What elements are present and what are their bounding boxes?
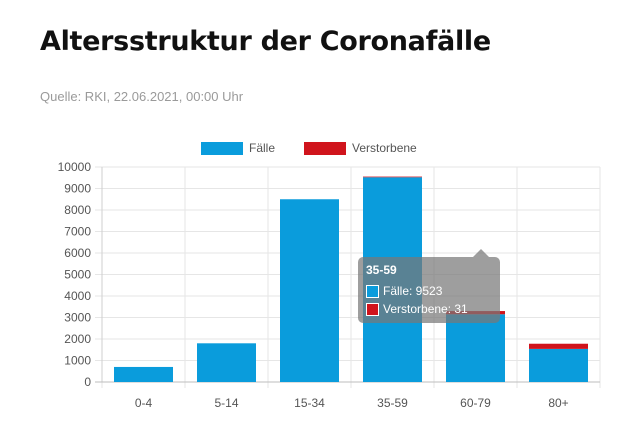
y-tick-label: 9000 bbox=[64, 182, 91, 196]
tooltip-swatch-faelle bbox=[366, 285, 379, 298]
tooltip-caret bbox=[473, 249, 489, 257]
tooltip: 35-59 Fälle: 9523 Verstorbene: 31 bbox=[358, 257, 500, 323]
y-tick-label: 3000 bbox=[64, 311, 91, 325]
bar-faelle-5-14[interactable] bbox=[197, 343, 256, 382]
y-tick-label: 0 bbox=[84, 375, 91, 389]
legend: Fälle Verstorbene bbox=[0, 140, 640, 158]
bar-faelle-15-34[interactable] bbox=[280, 199, 339, 382]
tooltip-text-verstorbene: Verstorbene: 31 bbox=[383, 302, 468, 316]
tooltip-swatch-verstorbene bbox=[366, 303, 379, 316]
y-tick-label: 5000 bbox=[64, 268, 91, 282]
x-tick-label: 15-34 bbox=[294, 396, 325, 410]
x-tick-label: 0-4 bbox=[135, 396, 153, 410]
legend-swatch-verstorbene bbox=[304, 142, 346, 155]
y-tick-label: 1000 bbox=[64, 354, 91, 368]
y-tick-label: 8000 bbox=[64, 203, 91, 217]
source-note: Quelle: RKI, 22.06.2021, 00:00 Uhr bbox=[40, 89, 244, 104]
bar-verstorbene-80+[interactable] bbox=[529, 343, 588, 349]
x-axis: 0-4 5-14 15-34 35-59 60-79 80+ bbox=[135, 396, 569, 410]
x-tick-label: 5-14 bbox=[214, 396, 238, 410]
x-tick-label: 80+ bbox=[548, 396, 568, 410]
legend-label-verstorbene: Verstorbene bbox=[352, 141, 417, 155]
bar-faelle-80+[interactable] bbox=[529, 348, 588, 382]
legend-item-verstorbene[interactable]: Verstorbene bbox=[304, 140, 454, 158]
chart-title: Altersstruktur der Coronafälle bbox=[40, 26, 491, 57]
x-tick-label: 60-79 bbox=[460, 396, 491, 410]
bar-faelle-0-4[interactable] bbox=[114, 366, 173, 382]
y-tick-label: 2000 bbox=[64, 332, 91, 346]
y-tick-label: 7000 bbox=[64, 225, 91, 239]
bar-verstorbene-35-59[interactable] bbox=[363, 176, 422, 178]
bar-faelle-60-79[interactable] bbox=[446, 314, 505, 382]
tooltip-text-faelle: Fälle: 9523 bbox=[383, 284, 443, 298]
y-tick-label: 10000 bbox=[58, 160, 92, 174]
y-tick-label: 4000 bbox=[64, 289, 91, 303]
legend-label-faelle: Fälle bbox=[249, 141, 276, 155]
legend-item-faelle[interactable]: Fälle bbox=[201, 140, 301, 158]
x-tick-label: 35-59 bbox=[377, 396, 408, 410]
y-tick-label: 6000 bbox=[64, 246, 91, 260]
grid bbox=[95, 166, 601, 388]
legend-swatch-faelle bbox=[201, 142, 243, 155]
tooltip-title: 35-59 bbox=[366, 263, 397, 277]
y-axis: 0 1000 2000 3000 4000 5000 6000 7000 8000 9000 100… bbox=[58, 160, 92, 389]
